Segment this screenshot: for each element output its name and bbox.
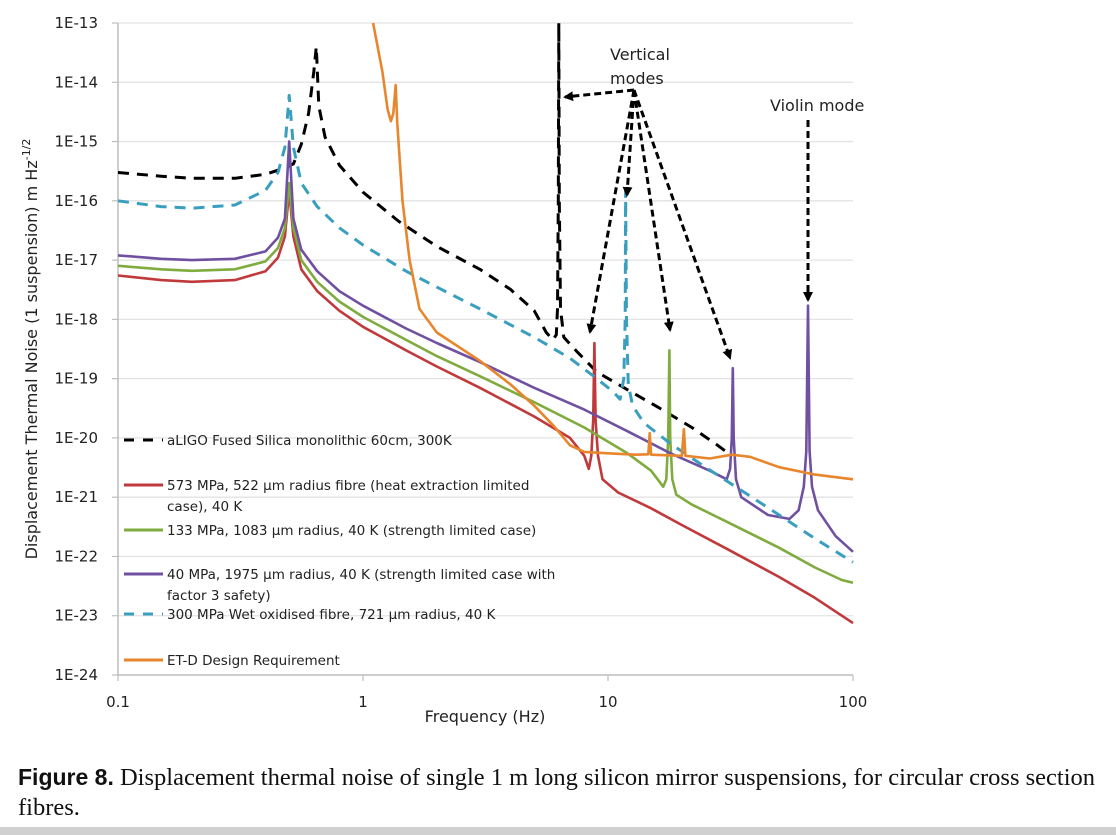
legend-label-1: 573 MPa, 522 µm radius fibre (heat extra… xyxy=(167,478,529,494)
bottom-divider xyxy=(0,827,1116,835)
gridlines xyxy=(118,22,853,617)
arrow-vertical-mode-red xyxy=(586,89,636,334)
y-tick-label: 1E-24 xyxy=(54,666,98,684)
series-line-2 xyxy=(118,181,854,585)
y-tick-label: 1E-17 xyxy=(54,251,98,269)
arrow-vertical-mode-green xyxy=(632,89,674,332)
y-axis-title-superscript: -1/2 xyxy=(20,139,33,161)
caption-text: Displacement thermal noise of single 1 m… xyxy=(18,764,1096,821)
annotation-vertical-modes-line1: Vertical xyxy=(610,45,670,64)
y-tick-label: 1E-22 xyxy=(54,547,98,565)
x-tick-label: 10 xyxy=(598,693,617,711)
series-line-0 xyxy=(118,21,733,458)
legend-label-4: 300 MPa Wet oxidised fibre, 721 µm radiu… xyxy=(167,607,496,623)
y-axis-title-main: Displacement Thermal Noise (1 suspension… xyxy=(22,160,41,559)
annotations: Vertical modes Violin mode xyxy=(563,45,864,360)
series-line-3 xyxy=(118,140,854,553)
axes: 1E-13 1E-14 1E-15 1E-16 1E-17 1E-18 1E-19 1E-20… xyxy=(54,14,867,711)
annotation-violin-mode: Violin mode xyxy=(770,96,864,115)
y-tick-label: 1E-15 xyxy=(54,133,98,151)
arrow-vertical-mode-aligo xyxy=(563,88,635,102)
x-axis-title: Frequency (Hz) xyxy=(425,707,546,726)
legend-label-5: ET-D Design Requirement xyxy=(167,653,340,669)
y-axis-title: Displacement Thermal Noise (1 suspension… xyxy=(20,139,41,560)
x-tick-label: 0.1 xyxy=(106,693,130,711)
x-tick-label: 1 xyxy=(358,693,368,711)
series-lines xyxy=(118,21,854,625)
y-tick-label: 1E-16 xyxy=(54,192,98,210)
series-line-1 xyxy=(118,189,854,625)
legend-label-2: 133 MPa, 1083 µm radius, 40 K (strength … xyxy=(167,523,536,539)
legend: aLIGO Fused Silica monolithic 60cm, 300K… xyxy=(124,433,555,669)
y-tick-label: 1E-21 xyxy=(54,488,98,506)
legend-label-3: factor 3 safety) xyxy=(167,588,271,604)
y-tick-label: 1E-18 xyxy=(54,310,98,328)
y-tick-label: 1E-13 xyxy=(54,14,98,32)
series-line-5 xyxy=(371,22,854,481)
figure-caption: Figure 8. Displacement thermal noise of … xyxy=(18,762,1108,823)
y-tick-label: 1E-14 xyxy=(54,73,98,91)
arrow-vertical-mode-purple xyxy=(632,89,733,360)
y-tick-label: 1E-23 xyxy=(54,607,98,625)
arrow-vertical-mode-cyan xyxy=(622,89,636,197)
x-tick-label: 100 xyxy=(839,693,868,711)
caption-label: Figure 8. xyxy=(18,764,114,790)
legend-label-0: aLIGO Fused Silica monolithic 60cm, 300K xyxy=(167,433,453,449)
y-tick-label: 1E-20 xyxy=(54,429,98,447)
y-tick-label: 1E-19 xyxy=(54,370,98,388)
thermal-noise-chart: 1E-13 1E-14 1E-15 1E-16 1E-17 1E-18 1E-19 1E-20… xyxy=(20,14,867,726)
legend-label-3: 40 MPa, 1975 µm radius, 40 K (strength l… xyxy=(167,567,555,583)
annotation-vertical-modes-line2: modes xyxy=(610,69,664,88)
legend-label-1: case), 40 K xyxy=(167,499,243,515)
